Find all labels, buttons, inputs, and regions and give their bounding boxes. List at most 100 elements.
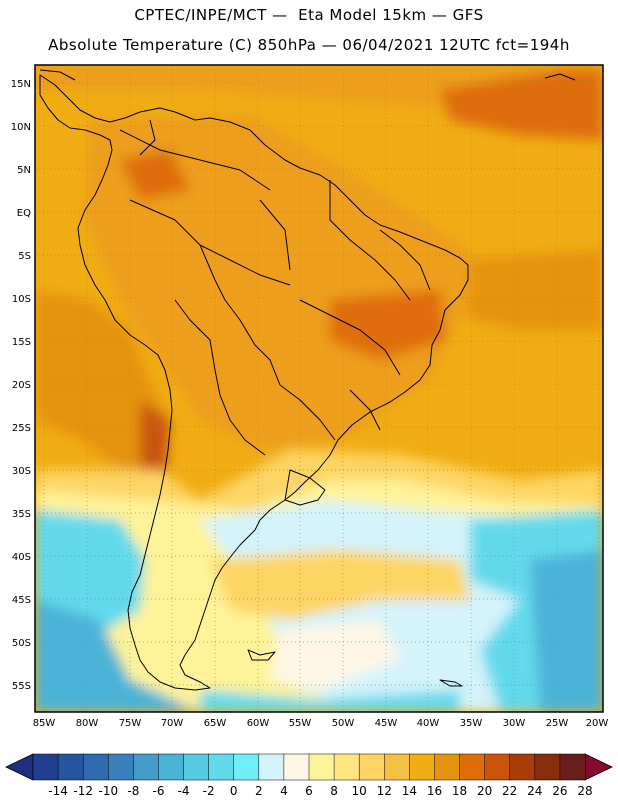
colorbar-swatch [459,753,486,781]
lat-label: 10N [11,122,31,133]
border-paraguay [279,384,336,441]
lat-label: 40S [12,552,31,563]
border-colombia [139,119,156,156]
colorbar-swatch [108,753,134,781]
continent-outline [39,74,469,691]
lat-label: 10S [12,294,31,305]
lat-label: 50S [12,638,31,649]
colorbar-swatch [258,753,285,781]
colorbar-swatch [333,753,360,781]
lat-label: 20S [12,380,31,391]
colorbar-swatch [308,753,335,781]
lat-label: 30S [12,466,31,477]
colorbar-label: 10 [352,784,367,798]
map-frame [34,64,604,713]
field-south-warm-tongue [210,550,470,620]
central-america [39,69,76,81]
colorbar-label: 22 [502,784,517,798]
colorbar-label: 2 [255,784,263,798]
lat-label: 45S [12,595,31,606]
border-state-c [259,199,291,271]
field-hot-spot-brazil [330,290,445,360]
colorbar-label: -6 [153,784,165,798]
lon-label: 40W [417,718,440,729]
lat-label: 25S [12,423,31,434]
colorbar-swatch [484,753,511,781]
chart-title-line2: Absolute Temperature (C) 850hPa — 06/04/… [48,36,570,54]
lat-label: 55S [12,681,31,692]
temperature-field [35,65,603,712]
field-hot-spot-north [120,150,190,200]
colorbar-label: 12 [377,784,392,798]
colorbar-swatch [133,753,159,781]
colorbar-swatch [509,753,536,781]
lon-label: 20W [586,718,609,729]
colorbar-under-arrow [5,753,34,781]
lon-label: 45W [375,718,398,729]
lon-label: 30W [503,718,526,729]
lat-label: EQ [17,208,31,219]
colorbar-swatch [183,753,210,781]
lon-label: 55W [289,718,312,729]
lat-axis: 15N 10N 5N EQ 5S 10S 15S 20S 25S 30S 35S… [11,79,31,692]
border-state-d [379,229,431,291]
colorbar-label: 8 [330,784,338,798]
field-hot-spot-andes [140,400,170,490]
border-state-e [349,389,381,431]
colorbar-swatch [283,753,310,781]
field-caribbean-hot [440,70,603,140]
field-atlantic-warm [450,250,603,330]
field-south-pale-patch [270,620,400,690]
map-gridlines [35,65,603,712]
lon-axis: 85W 80W 75W 70W 65W 60W 55W 50W 45W 40W … [33,718,609,729]
lon-label: 25W [546,718,569,729]
border-state-b [299,299,401,376]
colorbar-label: -12 [73,784,93,798]
border-amazon [129,199,291,286]
border-state-a [329,180,411,301]
border-argentina [174,299,266,456]
colorbar-label: 28 [577,784,592,798]
south-georgia [439,679,463,687]
islands-east [544,73,576,81]
lat-label: 5S [18,251,31,262]
colorbar-label: -4 [178,784,190,798]
colorbar-label: 14 [402,784,417,798]
colorbar-swatch [57,753,84,781]
colorbar-label: 0 [230,784,238,798]
lon-label: 80W [76,718,99,729]
field-cold-drake [200,690,460,712]
colorbar-swatch [233,753,260,781]
border-bolivia [199,244,281,386]
colorbar-swatch [82,753,109,781]
lon-label: 60W [247,718,270,729]
colorbar-label: -14 [48,784,68,798]
field-colder-pacific [35,600,200,712]
colorbar-over-arrow [584,753,613,781]
colorbar-label: 16 [427,784,442,798]
colorbar-swatch [409,753,435,781]
colorbar-label: -8 [127,784,139,798]
chart-title-line1: CPTEC/INPE/MCT — Eta Model 15km — GFS [134,6,484,24]
colorbar-swatch [208,753,235,781]
colorbar-label: 26 [552,784,567,798]
lon-label: 65W [204,718,227,729]
colorbar-label: 4 [280,784,288,798]
colorbar-swatch [534,753,561,781]
colorbar-label: 24 [527,784,542,798]
colorbar: -14 -12 -10 -8 -6 -4 -2 0 2 4 6 8 10 12 14 16 18 20 22 24 26… [5,753,613,798]
lon-label: 70W [161,718,184,729]
coastlines [39,69,576,691]
colorbar-label: 20 [477,784,492,798]
lon-label: 75W [119,718,142,729]
field-colder-atlantic [530,550,603,712]
field-pacific-band [35,290,170,480]
colorbar-label: -2 [203,784,215,798]
border-north [119,129,271,191]
colorbar-swatch [384,753,410,781]
lat-label: 5N [17,165,31,176]
colorbar-swatch [358,753,385,781]
colorbar-label: 6 [305,784,313,798]
colorbar-swatch [559,753,586,781]
